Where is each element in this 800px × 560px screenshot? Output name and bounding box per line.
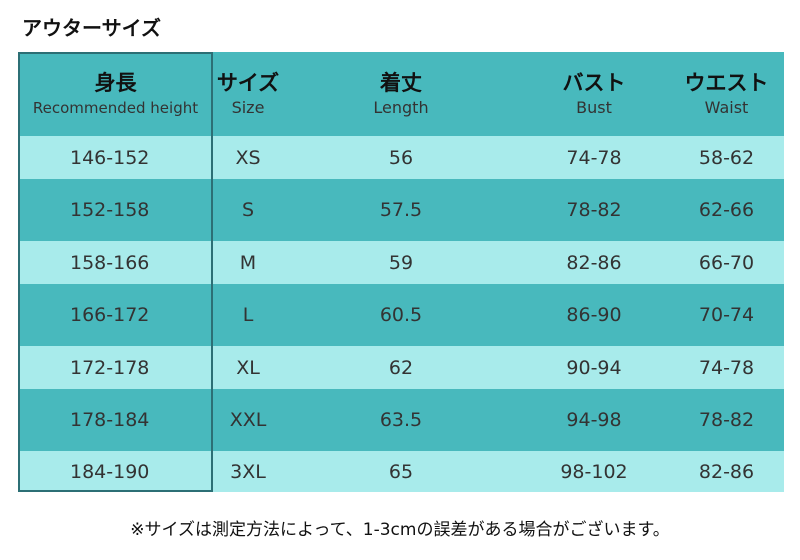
cell-size: 3XL (230, 460, 266, 483)
cell-size: XL (236, 356, 260, 379)
cell-bust: 82-86 (566, 251, 622, 274)
cell-waist: 74-78 (698, 356, 755, 379)
cell-waist: 66-70 (698, 251, 755, 274)
cell-length: 57.5 (379, 199, 423, 221)
cell-size: S (241, 199, 255, 221)
cell-size: M (239, 251, 257, 274)
cell-length: 65 (388, 460, 414, 483)
footnote: ※サイズは測定方法によって、1-3cmの誤差がある場合がございます。 (130, 520, 670, 540)
header-length-sublabel: Length (373, 98, 429, 118)
header-size-label: サイズ (216, 70, 280, 95)
cell-bust: 94-98 (566, 409, 622, 431)
cell-length: 63.5 (379, 409, 423, 431)
cell-waist: 70-74 (698, 304, 755, 326)
cell-height: 178-184 (70, 409, 150, 431)
cell-length: 56 (388, 146, 414, 169)
page-title: アウターサイズ (22, 16, 161, 40)
cell-size: L (242, 304, 254, 326)
cell-height: 152-158 (70, 199, 150, 221)
cell-bust: 86-90 (566, 304, 622, 326)
cell-height: 146-152 (70, 146, 150, 169)
cell-length: 62 (388, 356, 414, 379)
header-bust: バスト Bust (519, 52, 669, 136)
cell-size: XXL (229, 409, 267, 431)
cell-waist: 78-82 (698, 409, 755, 431)
cell-bust: 98-102 (560, 460, 628, 483)
cell-bust: 78-82 (566, 199, 622, 221)
header-size: サイズ Size (213, 52, 283, 136)
header-height-sublabel: Recommended height (32, 98, 199, 117)
cell-length: 59 (388, 251, 414, 274)
header-bust-sublabel: Bust (576, 98, 612, 118)
cell-length: 60.5 (379, 304, 423, 326)
table-row: 158-166 M 59 82-86 66-70 (18, 241, 784, 284)
cell-height: 184-190 (70, 460, 150, 483)
cell-bust: 74-78 (566, 146, 622, 169)
header-waist-sublabel: Waist (704, 98, 749, 118)
cell-height: 158-166 (70, 251, 150, 274)
table-row: 166-172 L 60.5 86-90 70-74 (18, 284, 784, 346)
header-size-sublabel: Size (231, 98, 265, 118)
cell-size: XS (235, 146, 261, 169)
cell-height: 166-172 (70, 304, 150, 326)
cell-waist: 82-86 (698, 460, 755, 483)
header-length: 着丈 Length (283, 52, 519, 136)
size-table: 身長 Recommended height サイズ Size 着丈 Length… (18, 52, 784, 492)
header-length-label: 着丈 (380, 70, 422, 95)
header-height-label: 身長 (94, 71, 137, 96)
header-bust-label: バスト (562, 70, 626, 95)
header-waist-label: ウエスト (684, 70, 769, 95)
cell-waist: 58-62 (698, 146, 755, 169)
cell-waist: 62-66 (698, 199, 755, 221)
table-row: 178-184 XXL 63.5 94-98 78-82 (18, 389, 784, 451)
table-row: 146-152 XS 56 74-78 58-62 (18, 136, 784, 179)
table-row: 152-158 S 57.5 78-82 62-66 (18, 179, 784, 241)
header-height: 身長 Recommended height (18, 52, 213, 136)
table-row: 184-190 3XL 65 98-102 82-86 (18, 451, 784, 492)
cell-bust: 90-94 (566, 356, 622, 379)
table-row: 172-178 XL 62 90-94 74-78 (18, 346, 784, 389)
table-header-row: 身長 Recommended height サイズ Size 着丈 Length… (18, 52, 784, 136)
header-waist: ウエスト Waist (669, 52, 784, 136)
cell-height: 172-178 (70, 356, 150, 379)
